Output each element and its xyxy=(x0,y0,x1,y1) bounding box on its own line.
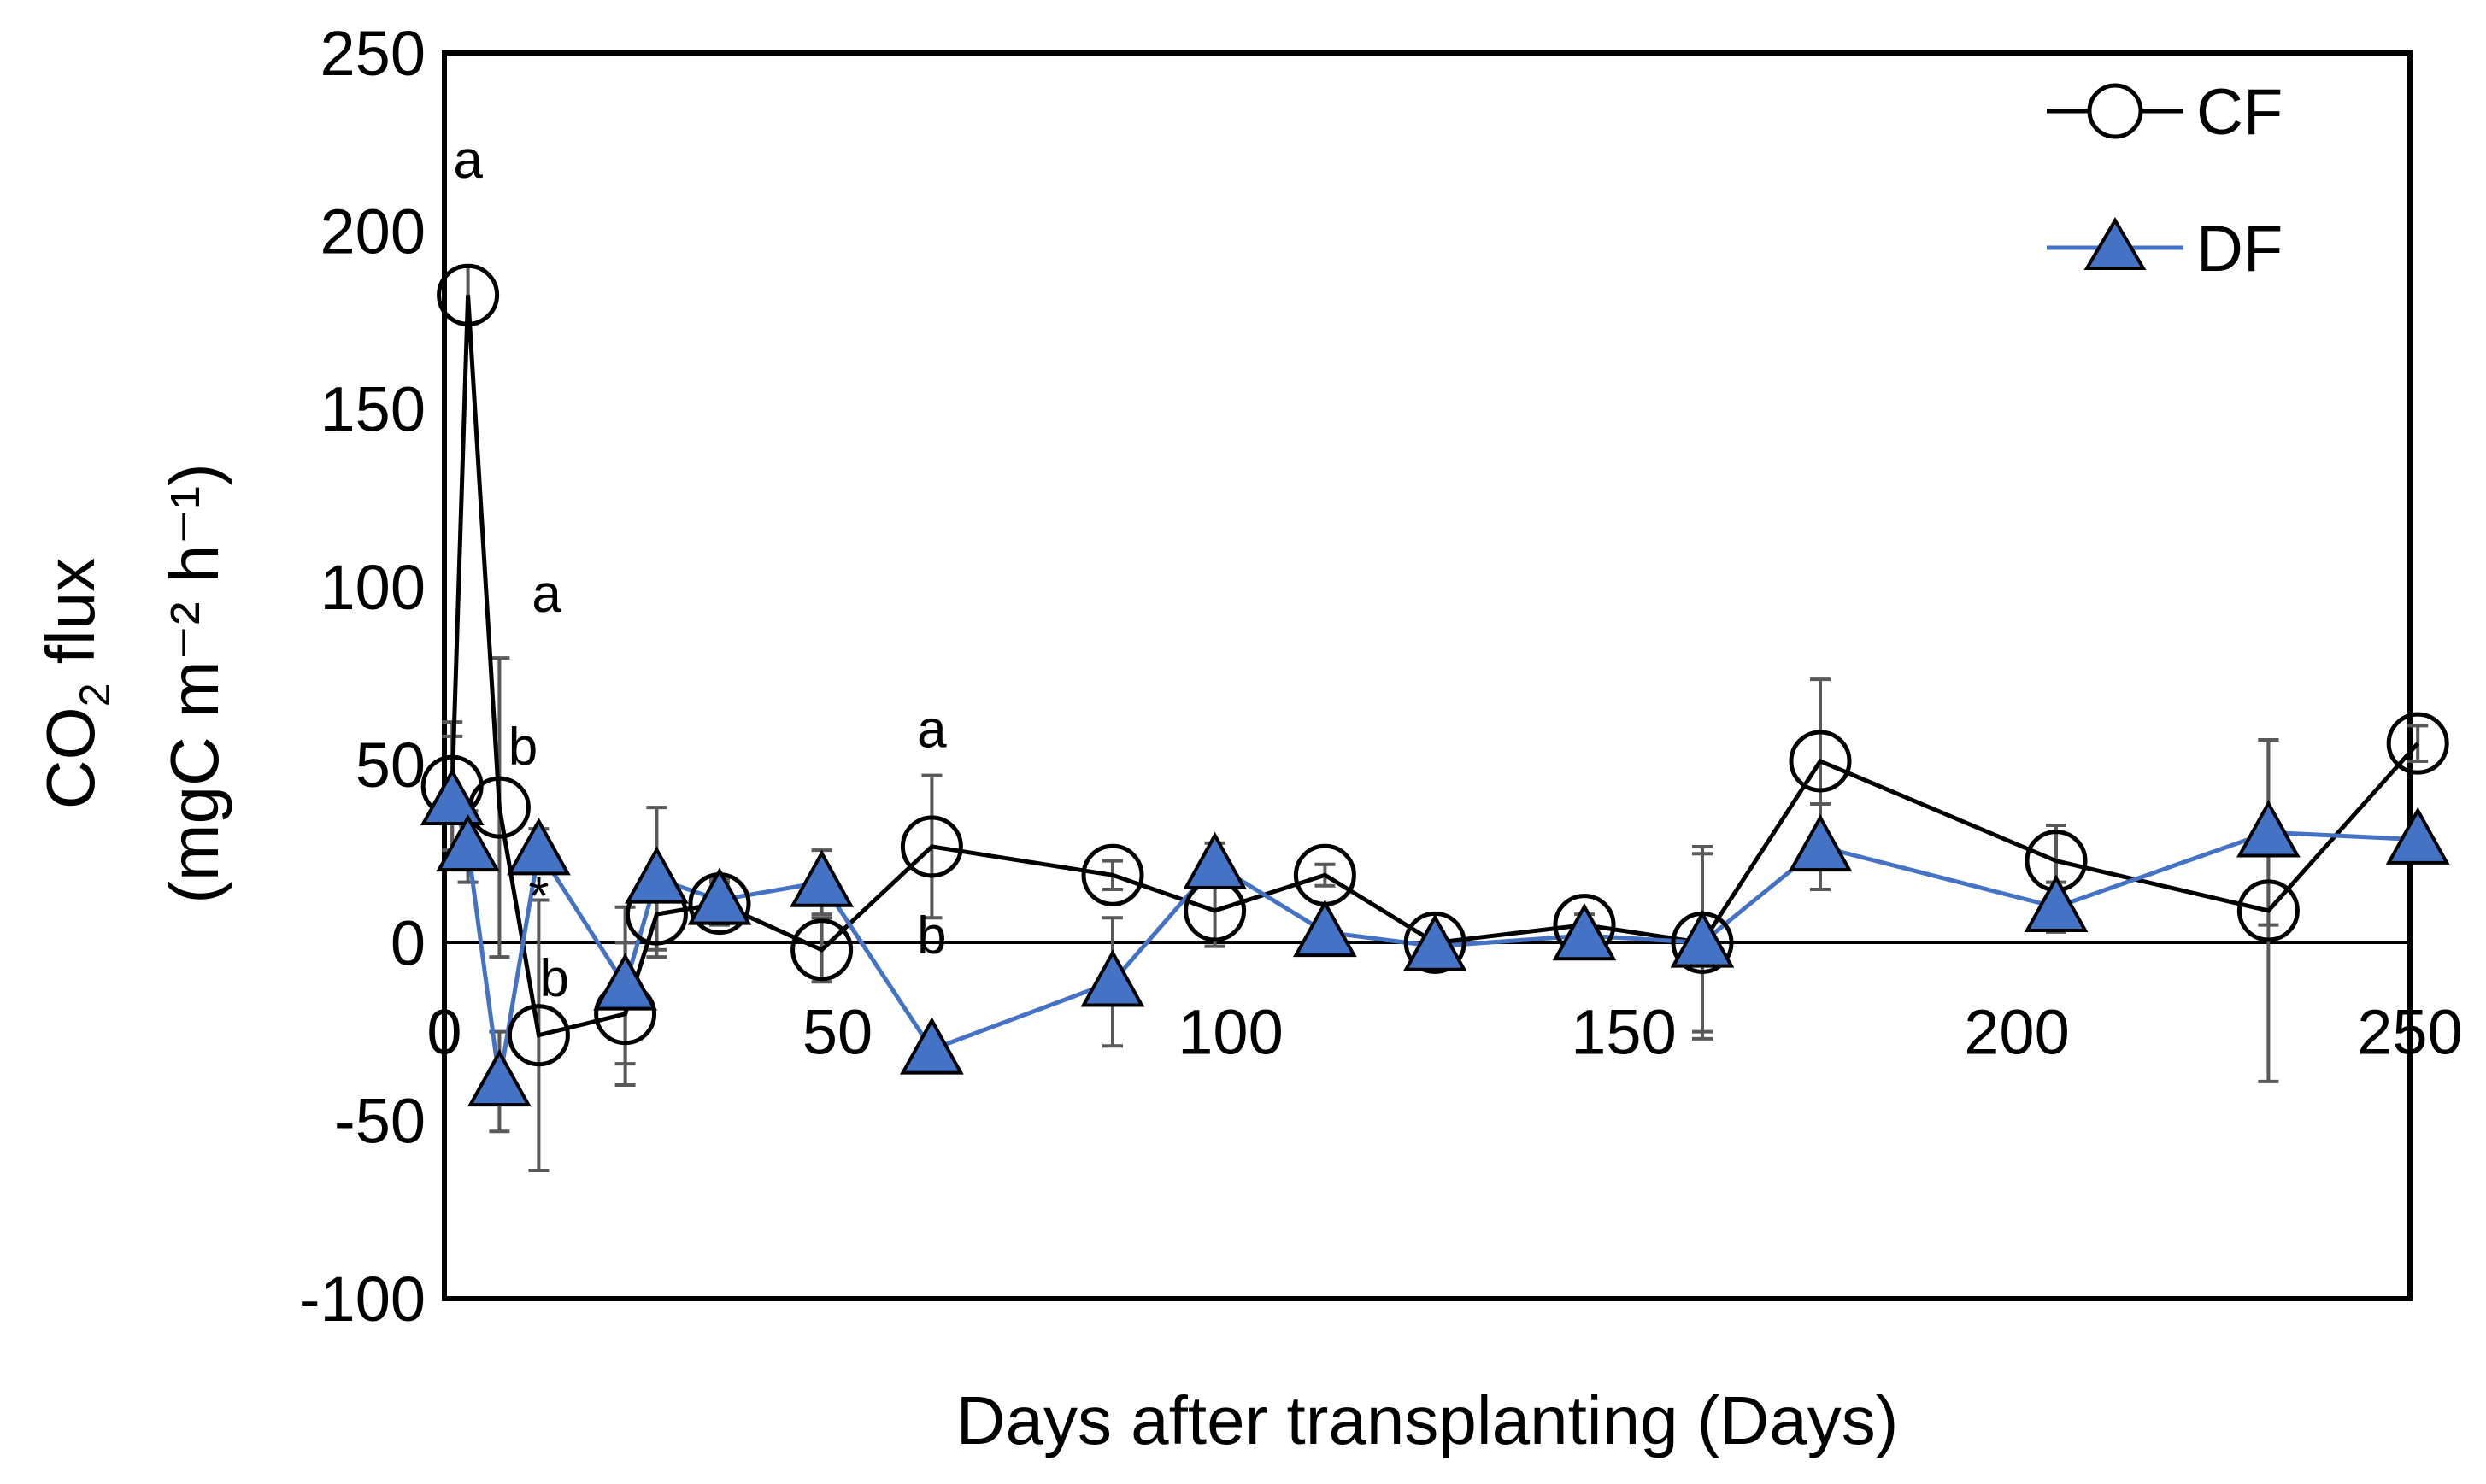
x-tick-label: 250 xyxy=(2357,996,2462,1067)
y-axis-title-units: (mgC m⁻² h⁻¹) xyxy=(156,463,232,904)
y-tick-label: 200 xyxy=(320,196,426,267)
cf-series-line xyxy=(450,295,2420,1038)
y-axis-title-main: CO xyxy=(32,707,109,809)
legend-df-marker xyxy=(2083,217,2147,270)
cf-data-point xyxy=(437,263,500,326)
series-markers xyxy=(420,263,2450,1107)
df-data-point xyxy=(1183,831,1247,889)
significance-label: b xyxy=(917,906,946,965)
significance-label: a xyxy=(453,131,483,190)
cf-data-point xyxy=(1789,730,1852,793)
df-data-point xyxy=(467,1048,532,1107)
y-tick-label: 250 xyxy=(320,18,426,89)
x-tick-label: 100 xyxy=(1178,996,1283,1067)
df-data-point xyxy=(2024,874,2089,932)
y-axis-title: CO2 flux xyxy=(32,558,119,810)
x-tick-label: 150 xyxy=(1571,996,1676,1067)
df-data-point xyxy=(2385,807,2450,865)
y-axis-title-subscript: 2 xyxy=(71,683,119,707)
df-data-point xyxy=(1402,913,1467,971)
df-data-point xyxy=(625,846,689,904)
y-tick-label: 0 xyxy=(391,907,426,978)
significance-label: b xyxy=(508,718,538,777)
y-axis-title-rest: flux xyxy=(32,558,109,683)
df-data-point xyxy=(420,767,485,825)
df-data-point xyxy=(1670,910,1735,968)
y-tick-label: -50 xyxy=(334,1086,426,1157)
significance-label: a xyxy=(532,565,561,624)
df-data-point xyxy=(507,818,571,876)
significance-label: * xyxy=(528,867,549,926)
df-data-point xyxy=(687,867,752,925)
df-data-point xyxy=(2236,800,2301,858)
error-bars xyxy=(442,264,2429,1173)
y-tick-label: -100 xyxy=(299,1264,426,1334)
df-data-point xyxy=(1788,813,1853,872)
df-data-point xyxy=(1080,949,1145,1007)
cf-data-point xyxy=(2386,712,2449,775)
legend-df-label: DF xyxy=(2196,213,2283,285)
y-tick-label: 50 xyxy=(356,730,426,801)
legend-cf-label: CF xyxy=(2196,76,2283,149)
cf-data-point xyxy=(1293,843,1356,906)
x-axis-title: Days after transplanting (Days) xyxy=(956,1382,1899,1458)
annotations: a a b * b a b xyxy=(453,131,947,1008)
y-tick-label: 150 xyxy=(320,374,426,445)
y-tick-label: 100 xyxy=(320,552,426,623)
cf-data-point xyxy=(467,776,531,839)
x-tick-labels: 0 50 100 150 200 250 xyxy=(426,996,2462,1067)
plot-area xyxy=(442,50,2413,1301)
df-data-point xyxy=(1552,902,1617,961)
df-data-point xyxy=(436,813,500,872)
df-data-point xyxy=(790,849,854,907)
cf-data-point xyxy=(1184,879,1247,942)
x-tick-label: 0 xyxy=(426,996,461,1067)
x-tick-label: 200 xyxy=(1964,996,2069,1067)
significance-label: b xyxy=(540,949,569,1008)
significance-label: a xyxy=(917,700,947,759)
cf-data-point xyxy=(790,918,854,982)
y-tick-labels: 250 200 150 100 50 0 -50 -100 xyxy=(299,18,426,1334)
svg-text:CO2 flux: CO2 flux xyxy=(32,558,119,810)
legend: CF DF xyxy=(2047,76,2283,285)
x-tick-label: 50 xyxy=(802,996,873,1067)
legend-cf-marker xyxy=(2087,83,2143,139)
df-data-point xyxy=(900,1017,964,1075)
df-data-point xyxy=(1293,899,1357,958)
df-data-point xyxy=(593,953,657,1011)
cf-data-point xyxy=(2236,879,2300,942)
cf-data-point xyxy=(1403,911,1466,974)
cf-data-point xyxy=(507,1004,570,1067)
cf-data-point xyxy=(1081,843,1144,906)
cf-data-point xyxy=(900,815,963,878)
